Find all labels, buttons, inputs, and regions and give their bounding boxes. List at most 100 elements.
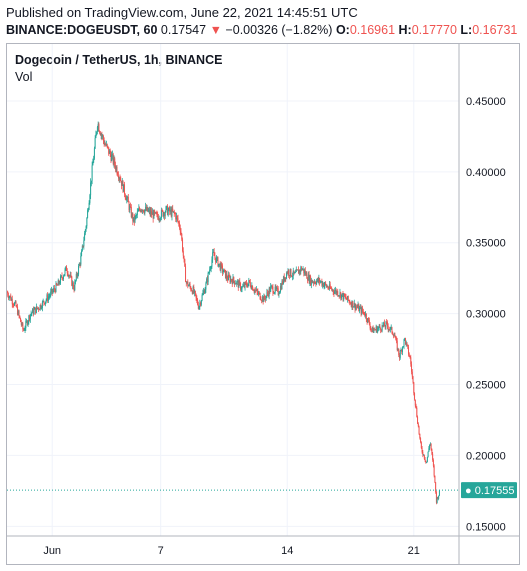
candle-body <box>339 292 341 296</box>
candle-body <box>318 278 320 282</box>
candle-body <box>126 198 128 201</box>
candle-body <box>245 282 247 284</box>
candle-body <box>362 311 364 313</box>
candle-body <box>102 135 104 137</box>
candle-body <box>191 290 193 292</box>
candle-body <box>11 298 13 305</box>
candle-body <box>256 289 258 292</box>
candle-body <box>368 320 370 325</box>
candle-body <box>127 197 129 199</box>
candle-body <box>63 276 64 280</box>
candle-body <box>249 282 251 287</box>
candle-body <box>437 497 439 499</box>
candle-body <box>124 194 126 198</box>
candle-body <box>179 223 181 228</box>
candle-body <box>247 283 249 287</box>
candle-body <box>372 327 374 333</box>
candle-body <box>409 356 411 358</box>
candle-body <box>48 296 50 297</box>
candle-body <box>66 266 68 271</box>
candle-body <box>403 339 405 347</box>
candle-body <box>325 282 327 285</box>
candlestick-chart[interactable]: Dogecoin / TetherUS, 1h, BINANCE Vol 0.450… <box>7 44 519 564</box>
candle-body <box>134 216 136 222</box>
candle-body <box>70 274 72 277</box>
candle-body <box>57 280 59 286</box>
candle-body <box>365 313 367 320</box>
candle-body <box>37 307 39 309</box>
candle-body <box>267 293 269 297</box>
candle-body <box>357 304 359 308</box>
candle-body <box>118 177 120 179</box>
candle-body <box>258 292 260 294</box>
candle-body <box>313 282 315 283</box>
candle-body <box>272 286 274 294</box>
candle-body <box>252 290 254 291</box>
candle-body <box>433 465 435 476</box>
candle-body <box>240 289 242 291</box>
candle-body <box>305 272 307 275</box>
candle-body <box>310 279 312 285</box>
candle-body <box>139 208 141 210</box>
candle-body <box>279 286 281 292</box>
candle-body <box>69 275 71 277</box>
candle-body <box>418 426 420 434</box>
candle-body <box>241 287 243 290</box>
candle-body <box>27 321 29 325</box>
candle-body <box>395 337 397 339</box>
candle-body <box>436 497 438 503</box>
candle-body <box>143 211 145 214</box>
candle-body <box>147 207 149 212</box>
candle-body <box>345 296 347 299</box>
candle-body <box>408 347 410 355</box>
candle-body <box>425 460 427 463</box>
candle-body <box>110 154 112 161</box>
chart-frame[interactable]: Dogecoin / TetherUS, 1h, BINANCE Vol 0.450… <box>6 43 520 565</box>
candle-body <box>232 276 234 285</box>
candle-body <box>319 278 321 283</box>
candle-body <box>197 299 199 305</box>
candle-body <box>414 393 416 400</box>
candle-body <box>301 267 303 271</box>
candle-body <box>438 490 440 496</box>
candle-body <box>219 263 221 271</box>
candle-body <box>388 329 390 330</box>
candle-body <box>262 296 264 302</box>
candle-body <box>142 209 144 212</box>
candle-body <box>102 135 104 141</box>
candle-body <box>46 295 48 300</box>
candle-body <box>217 257 219 267</box>
candle-body <box>75 273 77 281</box>
candle-body <box>331 288 333 290</box>
candle-body <box>86 218 88 227</box>
candle-body <box>377 328 379 333</box>
candle-body <box>204 289 206 294</box>
candle-body <box>96 131 98 135</box>
candle-body <box>271 285 273 287</box>
candle-body <box>405 338 407 345</box>
candle-body <box>367 318 369 323</box>
candle-body <box>130 206 132 217</box>
candle-body <box>137 210 139 212</box>
candle-body <box>23 330 25 331</box>
candle-body <box>38 309 40 311</box>
candle-body <box>249 280 251 283</box>
candle-body <box>13 304 15 306</box>
candle-body <box>167 210 169 215</box>
candle-body <box>41 301 43 309</box>
candle-body <box>279 291 281 294</box>
candle-body <box>211 259 213 267</box>
candle-body <box>426 457 428 462</box>
candle-body <box>323 285 325 287</box>
candle-body <box>194 290 196 293</box>
candle-body <box>298 269 300 274</box>
candle-body <box>156 213 158 215</box>
candle-body <box>151 210 153 215</box>
candle-body <box>270 286 272 292</box>
candle-body <box>215 257 217 263</box>
candle-body <box>347 296 349 301</box>
candle-body <box>338 295 340 297</box>
candle-body <box>62 277 64 280</box>
candle-body <box>257 291 259 294</box>
candle-body <box>417 423 419 427</box>
